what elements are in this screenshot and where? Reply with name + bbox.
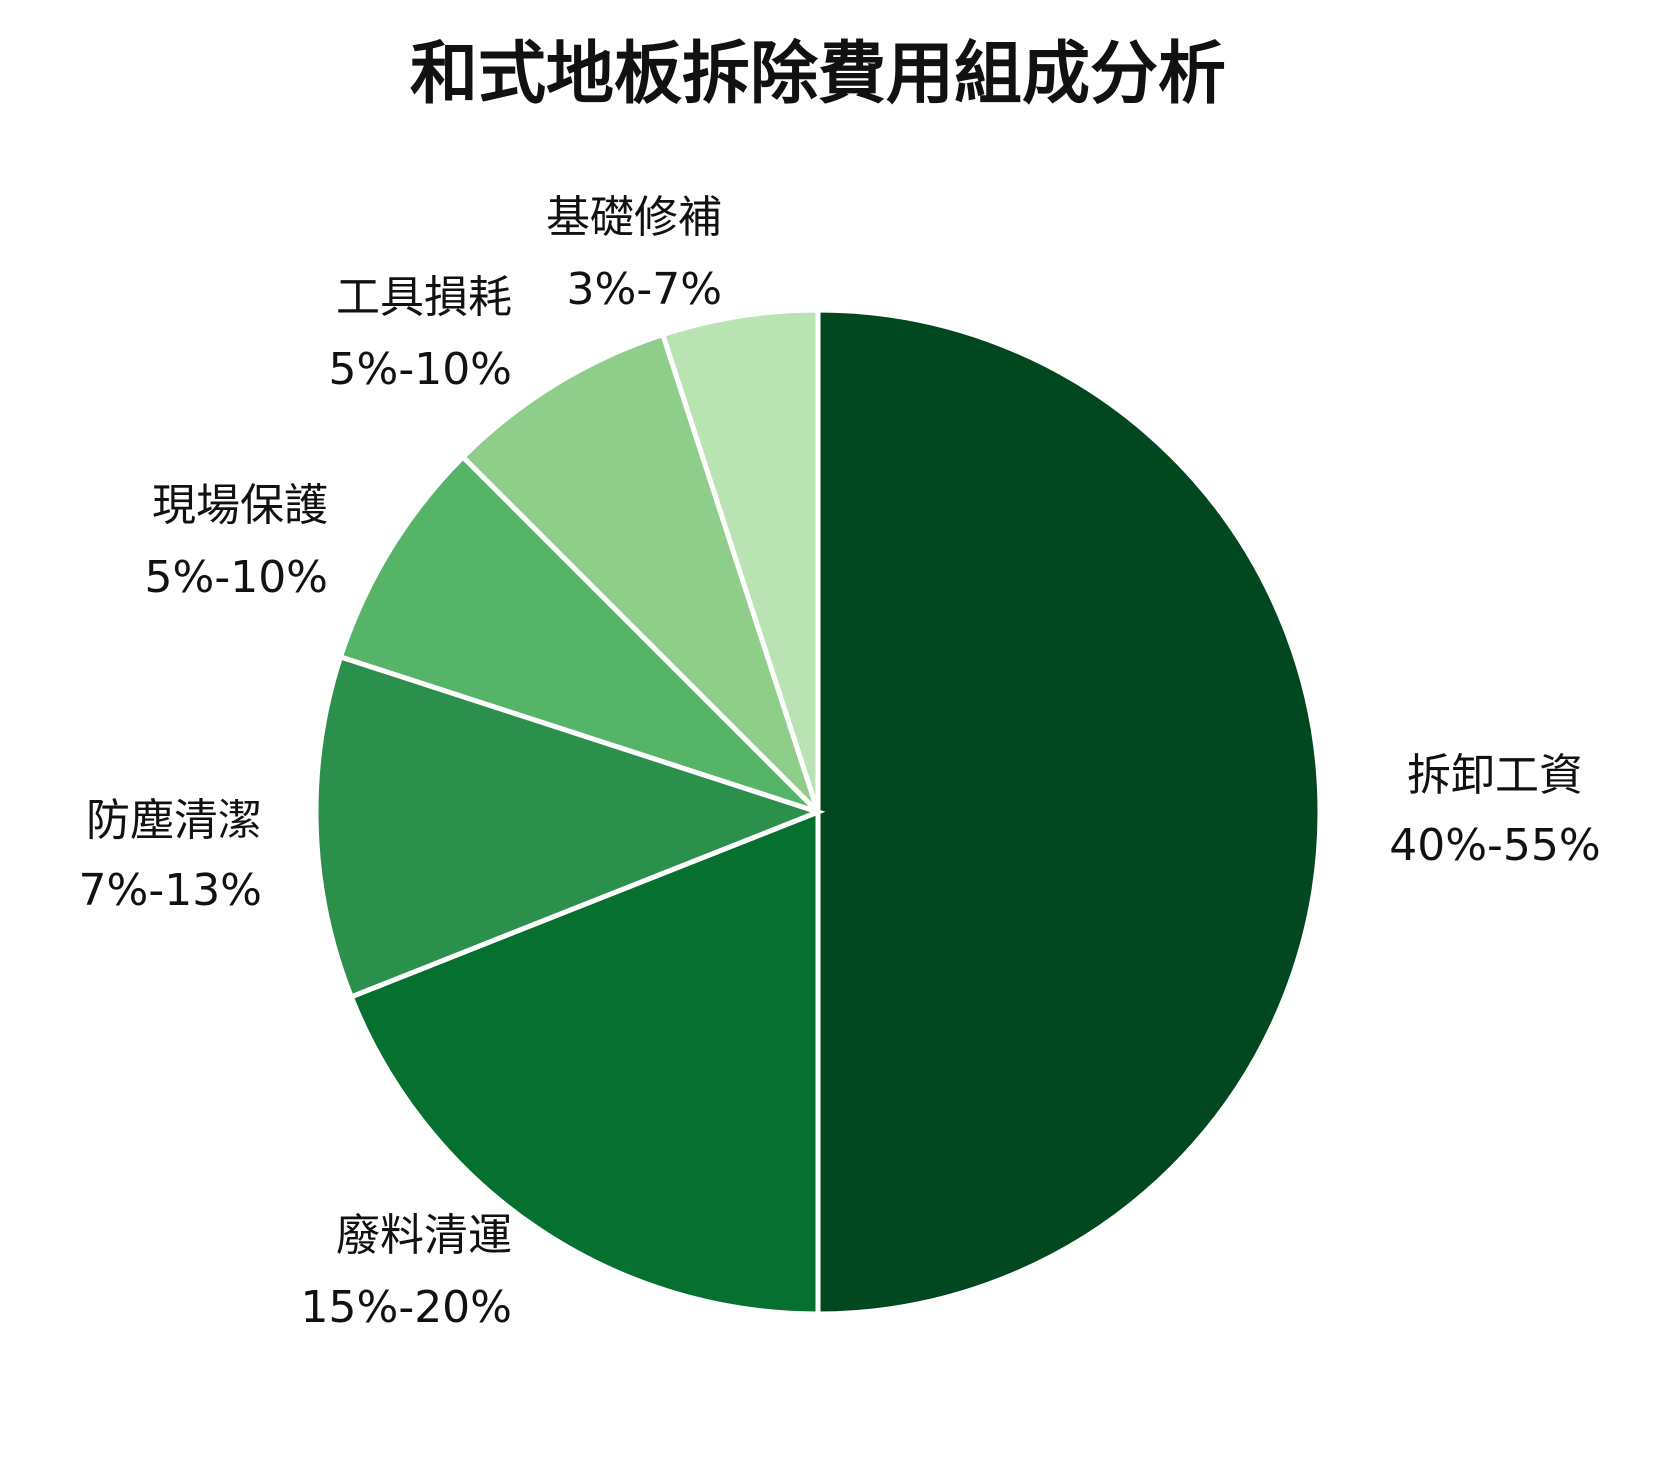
slice-label-4: 現場保護 — [152, 480, 328, 531]
slice-range-5: 5%-10% — [329, 344, 512, 395]
chart-title: 和式地板拆除費用組成分析 — [410, 35, 1226, 114]
slice-label-1: 拆卸工資 — [1407, 750, 1583, 801]
pie-slices — [313, 307, 1323, 1317]
slice-label-2: 廢料清運 — [336, 1210, 512, 1261]
slice-range-3: 7%-13% — [79, 865, 262, 916]
pie-slice-5 — [459, 331, 821, 814]
slice-label-5: 工具損耗 — [336, 272, 512, 323]
pie-slice-1 — [815, 307, 1323, 1317]
pie-slice-6 — [659, 307, 821, 813]
pie-labels: 拆卸工資 40%-55% 廢料清運 15%-20% 防塵清潔 7%-13% 現場保護 5%-1… — [79, 192, 1601, 1333]
slice-range-6: 3%-7% — [567, 264, 722, 315]
pie-slice-2 — [348, 808, 821, 1317]
slice-range-2: 15%-20% — [301, 1282, 512, 1333]
slice-label-3: 防塵清潔 — [86, 795, 262, 846]
pie-slice-3 — [313, 653, 826, 1001]
slice-range-4: 5%-10% — [145, 552, 328, 603]
slice-range-1: 40%-55% — [1389, 820, 1600, 871]
slice-label-6: 基礎修補 — [546, 192, 722, 243]
pie-slice-4 — [337, 453, 820, 815]
